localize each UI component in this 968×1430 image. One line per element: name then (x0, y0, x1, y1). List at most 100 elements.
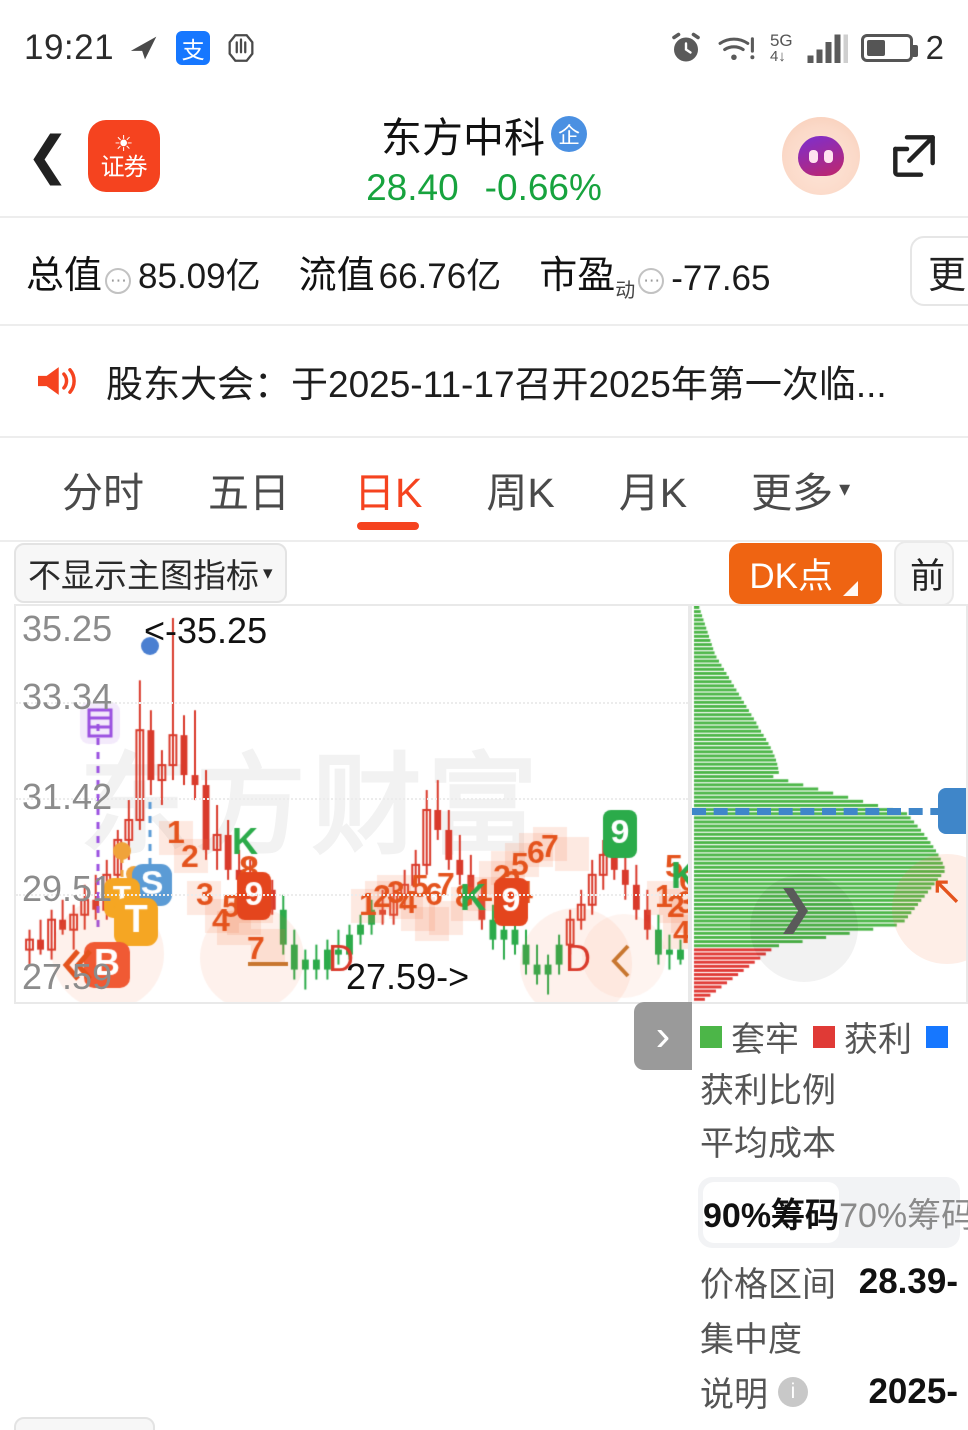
metric-label: 流值 (298, 254, 375, 297)
ai-assistant-avatar[interactable] (782, 117, 860, 195)
tab-label: 更多 (751, 470, 834, 516)
kline-chart[interactable]: 东方财富 35.25 33.34 31.42 29.51 27.59 <-35.… (14, 604, 690, 1004)
legend-item-trapped: 套牢 (700, 1012, 799, 1061)
metric-item[interactable]: 流值 66.76亿 (299, 244, 502, 299)
chart-period-tabs: 分时 五日 日K 周K 月K 更多 ▾ (0, 438, 968, 542)
segment-70[interactable]: 70%筹码 (839, 1197, 968, 1235)
metric-superscript: 动 (615, 279, 636, 302)
legend-label: 获利 (844, 1021, 912, 1059)
tab-more[interactable]: 更多 ▾ (719, 438, 882, 540)
gridline (16, 798, 688, 800)
tab-label: 周K (486, 470, 555, 516)
nav-actions (782, 117, 946, 195)
status-left: 19:21 支 (24, 28, 258, 68)
tab-label: 日K (354, 470, 423, 516)
kline-wrapper: 东方财富 35.25 33.34 31.42 29.51 27.59 <-35.… (0, 604, 692, 1070)
notice-bar[interactable]: 股东大会：于2025-11-17召开2025年第一次临... (0, 326, 968, 438)
brand-logo[interactable]: ☀ 证券 (87, 120, 160, 192)
hand-icon (224, 31, 258, 65)
volume-header: 成交量 ▾ 24626↓ MA1:29038↓ MA2:41529↓ MA3:6… (0, 1417, 968, 1430)
wifi-icon (717, 31, 757, 65)
volume-ma3: MA3:69233↓ (689, 1428, 874, 1430)
profit-ratio-row: 获利比例 (690, 1061, 968, 1114)
chevron-right-icon[interactable]: ❯ (776, 881, 815, 933)
current-price: 28.40 (366, 167, 459, 208)
tab-rik[interactable]: 日K (322, 438, 454, 540)
chart-scroll-right-button[interactable]: › (634, 1002, 692, 1070)
description-row: 说明 i 2025- (690, 1364, 968, 1419)
tab-wuri[interactable]: 五日 (176, 438, 322, 540)
volume-ma2: MA2:41529↓ (490, 1428, 675, 1430)
network-type-label: 5G (769, 31, 793, 50)
status-right: 5G 4↓ 2 (668, 29, 944, 67)
price-axis-label: 31.42 (22, 776, 113, 817)
network-sub-label: 4↓ (769, 48, 786, 65)
metric-info-icon[interactable]: ⋯ (638, 267, 665, 294)
robot-icon (798, 136, 844, 176)
info-icon[interactable]: i (778, 1376, 808, 1407)
metric-value: -77.65 (671, 258, 771, 298)
price-range-row: 价格区间 28.39- (690, 1254, 968, 1309)
segment-90[interactable]: 90%筹码 (703, 1182, 840, 1243)
metrics-more-button[interactable]: 更 (910, 236, 968, 306)
volume-ma1: MA1:29038↓ (291, 1428, 476, 1430)
metric-value: 66.76亿 (378, 256, 502, 296)
metric-item[interactable]: 市盈 动 ⋯ -77.65 (539, 244, 771, 302)
nav-bar: ❮ ☀ 证券 东方中科 企 28.40 -0.66% (0, 96, 968, 216)
volume-value: 24626↓ (169, 1428, 277, 1430)
horn-icon (34, 362, 80, 400)
chart-toolbar: 不显示主图指标 ▾ DK点 前 (0, 540, 968, 606)
signal-icon: 5G 4↓ (770, 32, 793, 64)
tab-label: 分时 (62, 470, 144, 516)
average-cost-row: 平均成本 (690, 1114, 968, 1167)
signal-bars-icon (806, 31, 848, 65)
concentration-row: 集中度 (690, 1309, 968, 1364)
description-label: 说明 (700, 1376, 768, 1414)
alipay-icon: 支 (176, 31, 211, 65)
alarm-icon (668, 30, 704, 66)
dk-point-button[interactable]: DK点 (729, 542, 882, 604)
volume-title: 成交量 (28, 1423, 127, 1430)
chip-percent-segment: 90%筹码 70%筹码 (698, 1177, 968, 1248)
chip-distribution-chart[interactable]: ❯ ↖ (690, 604, 968, 1004)
tab-yuek[interactable]: 月K (587, 438, 719, 540)
main-indicator-selector[interactable]: 不显示主图指标 ▾ (14, 543, 287, 603)
legend-item-third (926, 1025, 948, 1048)
status-bar: 19:21 支 5G 4↓ 2 (0, 0, 968, 96)
page-title: 东方中科 (381, 115, 545, 161)
send-icon (128, 31, 162, 65)
profit-ratio-label: 获利比例 (700, 1072, 836, 1110)
chart-area: 东方财富 35.25 33.34 31.42 29.51 27.59 <-35.… (0, 604, 968, 1419)
legend-swatch (700, 1025, 722, 1048)
back-button[interactable]: ❮ (26, 126, 70, 185)
tab-label: 月K (618, 470, 688, 516)
adjust-mode-button[interactable]: 前 (894, 540, 954, 606)
expand-arrow-icon[interactable]: ↖ (930, 869, 964, 913)
volume-indicator-selector[interactable]: 成交量 ▾ (14, 1417, 155, 1430)
current-price-handle[interactable] (938, 788, 966, 834)
price-range-value: 28.39- (858, 1261, 958, 1301)
price-range-label: 价格区间 (700, 1266, 836, 1304)
share-external-icon[interactable] (886, 128, 942, 184)
gridline (16, 702, 688, 704)
legend-swatch (813, 1025, 835, 1048)
metrics-bar: 总值 ⋯ 85.09亿 流值 66.76亿 市盈 动 ⋯ -77.65 更 (0, 216, 968, 326)
chip-distribution-wrapper: ❯ ↖ 套牢 获利 获利比例 平均成本 90%筹码 70 (690, 604, 968, 1419)
price-row: 28.40 -0.66% (366, 167, 602, 209)
concentration-label: 集中度 (700, 1321, 802, 1359)
brand-logo-mark: ☀ (113, 130, 134, 156)
tab-fenshi[interactable]: 分时 (30, 438, 176, 540)
tab-zhouk[interactable]: 周K (454, 438, 586, 540)
price-axis-label: 33.34 (22, 676, 113, 717)
tab-label: 五日 (208, 470, 290, 516)
metric-item[interactable]: 总值 ⋯ 85.09亿 (26, 244, 261, 299)
battery-icon (860, 34, 918, 62)
company-badge[interactable]: 企 (551, 116, 587, 152)
metric-value: 85.09亿 (138, 256, 261, 296)
metric-label: 总值 (26, 254, 103, 297)
legend-swatch (926, 1025, 948, 1048)
brand-logo-label: 证券 (100, 153, 148, 181)
price-axis-label: 29.51 (22, 868, 113, 909)
metric-info-icon[interactable]: ⋯ (105, 267, 132, 294)
chip-legend: 套牢 获利 (690, 1004, 968, 1061)
